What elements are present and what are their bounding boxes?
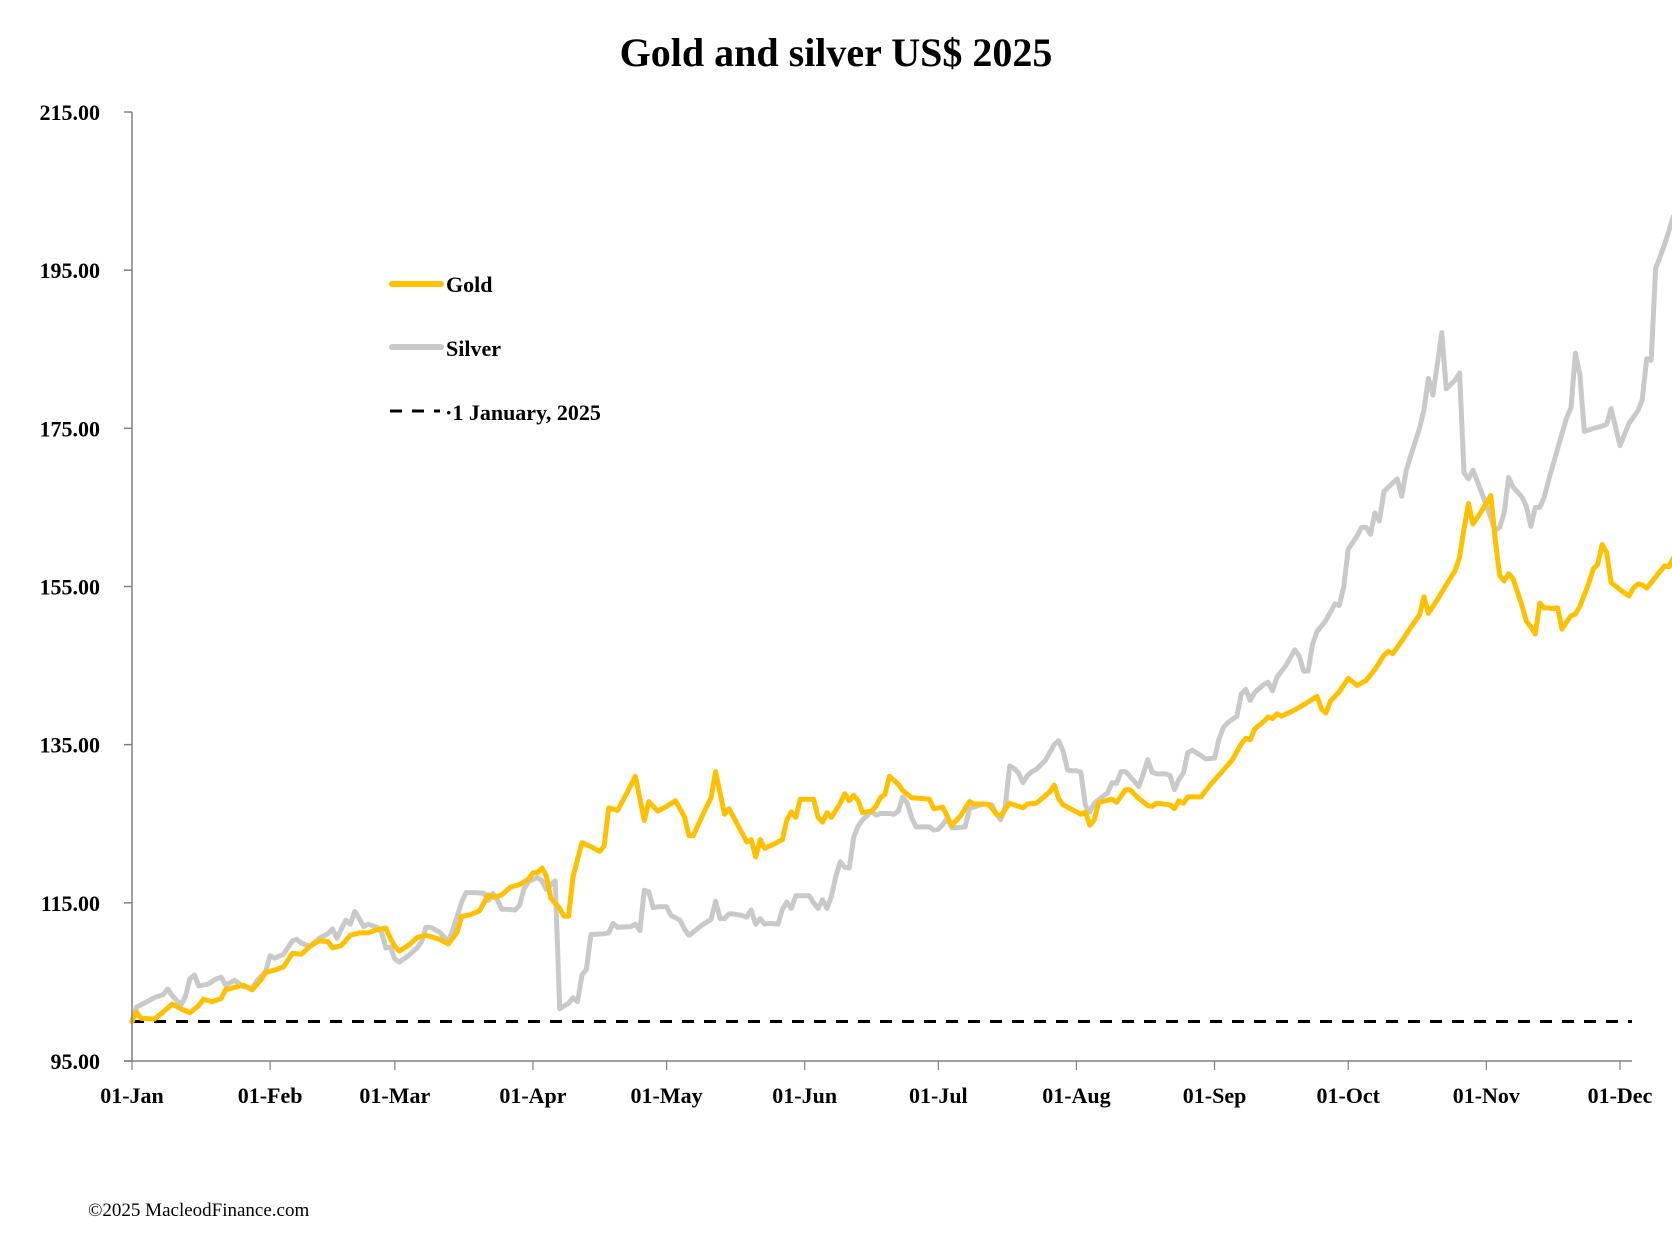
legend-label-reference: ·1 January, 2025: [445, 400, 601, 425]
y-tick-label: 115.00: [41, 891, 100, 916]
x-tick-label: 01-Jun: [772, 1083, 837, 1108]
x-tick-label: 01-Feb: [238, 1083, 303, 1108]
x-tick-label: 01-Aug: [1042, 1083, 1110, 1108]
x-tick-label: 01-Nov: [1453, 1083, 1520, 1108]
x-tick-label: 01-Jan: [100, 1083, 164, 1108]
axes: 95.00 115.00 135.00 155.00 175.00 195.00 215.0…: [40, 100, 1653, 1108]
x-tick-label: 01-Mar: [359, 1083, 430, 1108]
y-tick-label: 155.00: [40, 575, 101, 600]
series-line-gold: [129, 493, 1672, 1024]
x-tick-label: 01-Apr: [499, 1083, 566, 1108]
x-tick-label: 01-Sep: [1183, 1083, 1247, 1108]
y-tick-label: 95.00: [51, 1049, 101, 1074]
chart-title: Gold and silver US$ 2025: [620, 30, 1053, 75]
legend: Gold Silver ·1 January, 2025: [389, 272, 601, 425]
legend-label-gold: Gold: [446, 272, 492, 297]
copyright-footer: ©2025 MacleodFinance.com: [88, 1200, 310, 1221]
series-line-silver: [129, 214, 1672, 1024]
y-tick-label: 175.00: [40, 416, 101, 441]
plot-area: [129, 214, 1672, 1024]
x-tick-label: 01-Oct: [1316, 1083, 1380, 1108]
x-tick-label: 01-Jul: [909, 1083, 968, 1108]
y-tick-label: 195.00: [40, 258, 101, 283]
y-tick-label: 135.00: [40, 733, 101, 758]
y-tick-label: 215.00: [40, 100, 101, 125]
x-tick-label: 01-Dec: [1588, 1083, 1653, 1108]
x-tick-label: 01-May: [631, 1083, 703, 1108]
legend-label-silver: Silver: [446, 336, 501, 361]
